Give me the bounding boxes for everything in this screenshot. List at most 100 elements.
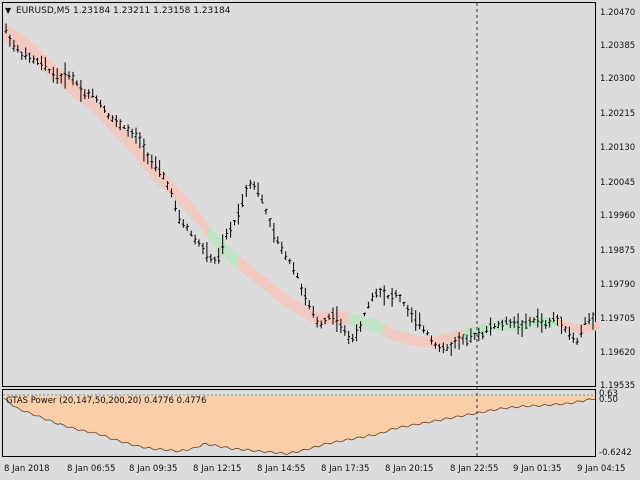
band-segment — [548, 317, 553, 327]
band-segment — [382, 325, 388, 337]
band-segment — [101, 107, 107, 124]
power-indicator — [3, 396, 596, 456]
band-segment — [29, 42, 35, 60]
indicator-axis-top: 0.63 — [599, 389, 618, 399]
band-segment — [148, 162, 154, 178]
band-segment — [586, 324, 592, 333]
band-segment — [454, 330, 460, 342]
band-segment — [522, 321, 528, 331]
band-segment — [339, 311, 345, 324]
time-tick: 9 Jan 04:15 — [577, 464, 625, 474]
time-tick: 9 Jan 01:35 — [513, 464, 561, 474]
time-tick: 8 Jan 22:55 — [450, 464, 498, 474]
time-tick: 8 Jan 14:55 — [257, 464, 305, 474]
main-chart-frame — [2, 2, 596, 387]
price-tick: 1.19790 — [600, 280, 635, 290]
indicator-frame — [2, 389, 596, 457]
band-segment — [565, 321, 570, 331]
band-segment — [552, 318, 558, 327]
band-segment — [199, 215, 205, 230]
band-segment — [373, 320, 379, 333]
price-tick: 1.20385 — [600, 41, 635, 51]
band-segment — [212, 232, 218, 247]
band-segment — [271, 284, 277, 299]
band-segment — [480, 324, 485, 334]
band-segment — [582, 325, 587, 334]
menu-marker-icon[interactable]: ▼ — [5, 6, 12, 15]
band-segment — [38, 50, 43, 68]
band-segment — [127, 135, 133, 152]
band-segment — [595, 322, 600, 330]
band-segment — [433, 336, 439, 347]
band-segment — [114, 121, 120, 138]
time-tick: 8 Jan 09:35 — [129, 464, 177, 474]
band-segment — [361, 316, 366, 329]
price-tick: 1.19960 — [600, 211, 635, 221]
band-segment — [161, 174, 167, 190]
band-segment — [195, 209, 201, 225]
band-segment — [25, 38, 31, 56]
band-segment — [390, 329, 396, 341]
band-segment — [318, 311, 324, 325]
band-segment — [441, 334, 447, 345]
band-segment — [331, 311, 337, 325]
band-segment — [356, 315, 362, 328]
band-segment — [144, 156, 150, 172]
band-segment — [305, 307, 311, 320]
band-segment — [216, 237, 222, 252]
band-segment — [369, 319, 375, 331]
band-segment — [67, 77, 73, 95]
band-segment — [267, 281, 273, 295]
band-segment — [135, 145, 141, 161]
band-segment — [386, 327, 392, 339]
band-segment — [182, 196, 188, 211]
price-tick: 1.20300 — [600, 74, 635, 84]
band-segment — [208, 227, 213, 242]
band-segment — [276, 288, 281, 302]
band-segment — [395, 330, 400, 342]
band-segment — [280, 291, 286, 305]
chart-title: EURUSD,M5 1.23184 1.23211 1.23158 1.2318… — [16, 6, 231, 16]
band-segment — [140, 150, 145, 166]
band-segment — [378, 322, 383, 335]
indicator-axis-bottom: -0.6242 — [599, 448, 632, 458]
band-segment — [446, 333, 451, 344]
band-segment — [4, 25, 9, 43]
price-tick: 1.20215 — [600, 109, 635, 119]
band-segment — [12, 29, 18, 48]
band-segment — [365, 318, 371, 330]
price-tick: 1.19875 — [600, 246, 635, 256]
band-segment — [569, 322, 575, 332]
price-tick: 1.19535 — [600, 381, 635, 391]
time-tick: 8 Jan 06:55 — [67, 464, 115, 474]
band-segment — [254, 271, 260, 285]
time-tick: 8 Jan 12:15 — [193, 464, 241, 474]
band-segment — [497, 321, 502, 331]
band-segment — [186, 200, 192, 216]
band-segment — [76, 84, 82, 101]
band-segment — [250, 267, 256, 282]
time-tick: 8 Jan 2018 — [4, 464, 50, 474]
band-segment — [471, 326, 477, 337]
band-segment — [514, 321, 519, 331]
band-segment — [458, 329, 464, 340]
power-line — [3, 398, 596, 456]
band-segment — [157, 170, 162, 186]
band-segment — [123, 131, 128, 147]
band-segment — [578, 325, 583, 334]
candles — [4, 23, 595, 356]
band-segment — [527, 319, 532, 329]
band-segment — [403, 332, 409, 344]
band-segment — [352, 314, 358, 327]
band-segment — [284, 295, 290, 309]
band-segment — [424, 336, 430, 348]
price-axis[interactable]: 1.20470 1.20385 1.20300 1.20215 1.20130 … — [600, 8, 635, 391]
band-segment — [63, 74, 69, 91]
band-segment — [467, 327, 473, 338]
indicator-axis-top2: 0.50 — [599, 395, 618, 405]
indicator-label: GTAS Power (20,147,50,200,20) 0.4776 0.4… — [6, 396, 206, 406]
band-segment — [297, 302, 303, 316]
time-axis[interactable]: 8 Jan 2018 8 Jan 06:55 8 Jan 09:35 8 Jan… — [4, 464, 625, 474]
band-segment — [259, 274, 264, 288]
